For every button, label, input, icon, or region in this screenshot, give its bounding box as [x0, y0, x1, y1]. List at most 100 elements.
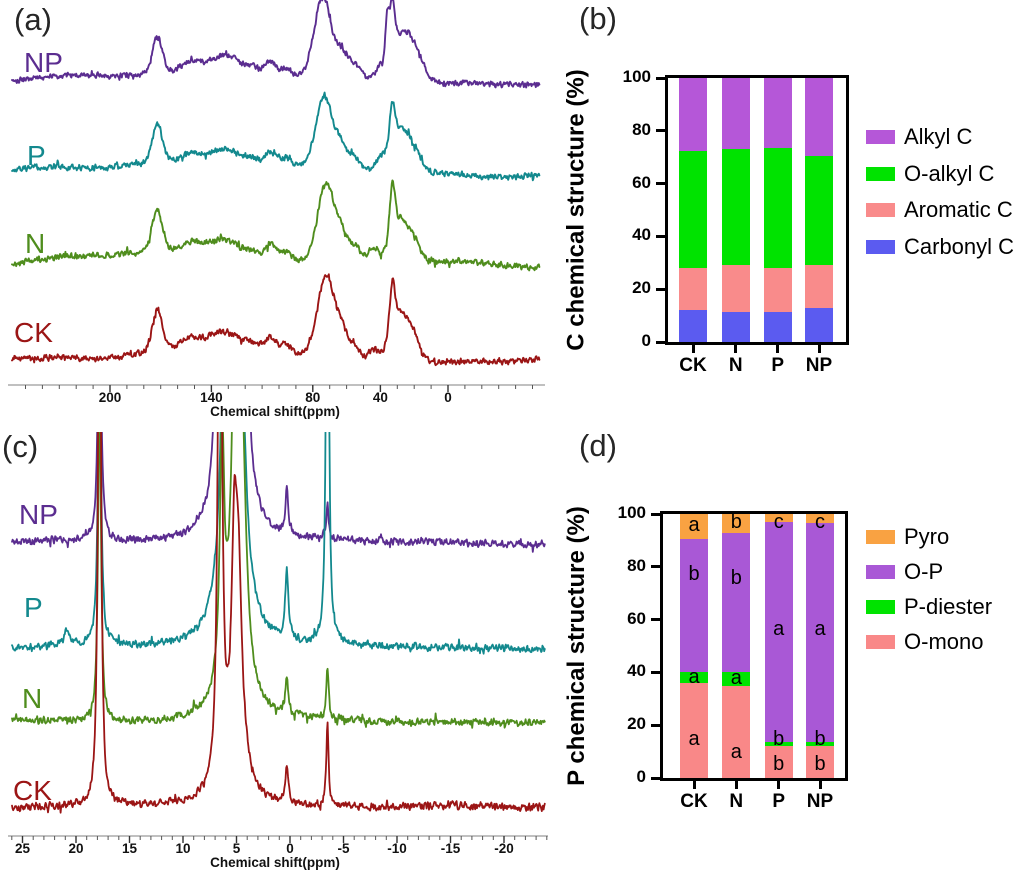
panel-a-x-axis-title: Chemical shift(ppm) [210, 404, 340, 419]
legend-label-Aromatic C: Aromatic C [904, 197, 1013, 222]
legend-swatch-Aromatic C [866, 203, 895, 217]
sig-letter-P: b [773, 752, 785, 775]
category-label: N [729, 791, 744, 812]
sig-letter-P: a [773, 618, 785, 641]
y-tick [651, 670, 660, 674]
bar-segment-P-O-mono [764, 746, 793, 778]
legend-swatch-Alkyl C [866, 130, 895, 144]
sig-letter-CK: a [688, 665, 700, 688]
y-tick [656, 287, 665, 291]
x-tick-label: 0 [444, 390, 452, 405]
bar-segment-NP-O-P [806, 523, 834, 743]
trace-label-NP: NP [24, 47, 63, 78]
trace-label-N: N [25, 228, 45, 259]
panel-d-y-axis-title-text: P chemical structure (%) [563, 506, 590, 786]
bar-segment-CK-O-mono [680, 682, 708, 778]
y-tick-label: 80 [627, 555, 646, 575]
y-tick-label: 40 [632, 225, 651, 245]
x-tick [734, 345, 738, 353]
x-tick [734, 781, 738, 789]
sig-letter-NP: c [815, 511, 825, 534]
category-label: P [772, 791, 786, 812]
x-tick [817, 345, 821, 353]
y-tick [651, 723, 660, 727]
bar-segment-NP-Carbonyl C [805, 307, 833, 342]
bar-segment-N-Aromatic C [721, 265, 750, 312]
bar-segment-CK-P-diester [680, 671, 708, 683]
bar-segment-P-Pyro [764, 514, 793, 523]
legend-swatch-Pyro [866, 530, 895, 544]
legend-label-Alkyl C: Alkyl C [904, 124, 973, 149]
x-tick-label: -20 [494, 841, 514, 856]
y-tick-label: 100 [622, 67, 651, 86]
sig-letter-NP: b [814, 727, 826, 750]
category-label: CK [679, 355, 707, 376]
sig-letter-P: b [773, 727, 785, 750]
spectrum-trace-CK [11, 273, 541, 367]
trace-label-P: P [24, 592, 43, 623]
y-tick [656, 234, 665, 238]
spectrum-trace-CK [11, 432, 546, 814]
panel-letter-c: (c) [2, 429, 39, 464]
x-tick-label: 25 [15, 841, 31, 856]
y-tick-label: 100 [617, 503, 646, 522]
bar-segment-CK-O-alkyl C [679, 150, 707, 269]
y-tick [651, 618, 660, 622]
panel-d-y-axis-title: P chemical structure (%) [558, 506, 596, 786]
y-tick [651, 776, 660, 780]
x-tick-label: -10 [387, 841, 407, 856]
x-tick [777, 781, 781, 789]
bar-segment-NP-Alkyl C [805, 78, 833, 156]
legend-label-Carbonyl C: Carbonyl C [904, 233, 1015, 259]
bar-segment-NP-O-mono [806, 746, 834, 778]
sig-letter-NP: a [814, 618, 826, 641]
panel-letter-d: (d) [579, 428, 617, 463]
spectrum-trace-N [11, 179, 541, 272]
y-tick-label: 60 [627, 608, 646, 628]
chart-frame-b [665, 75, 849, 345]
sig-letter-NP: b [814, 752, 826, 775]
category-label: P [771, 355, 785, 376]
x-tick-label: 0 [286, 841, 294, 856]
x-tick-label: 5 [233, 841, 241, 856]
x-tick [818, 781, 822, 789]
y-tick-label: 80 [632, 119, 651, 139]
panel-a-nmr-spectra: 200 140 80 40 0 NP P N CK [8, 0, 545, 405]
sig-letter-N: b [730, 566, 742, 589]
bar-segment-NP-O-alkyl C [805, 155, 833, 265]
x-tick [692, 781, 696, 789]
bar-segment-CK-Carbonyl C [679, 310, 707, 342]
sig-letter-CK: a [688, 513, 700, 536]
bar-segment-P-Aromatic C [763, 268, 792, 312]
bar-segment-P-Carbonyl C [763, 311, 792, 342]
legend-label-O-mono: O-mono [904, 629, 984, 654]
bar-segment-P-O-alkyl C [763, 147, 792, 269]
bar-segment-N-Carbonyl C [721, 311, 750, 342]
y-tick-label: 0 [641, 331, 651, 350]
panel-b-y-axis-title: C chemical structure (%) [558, 69, 596, 350]
bar-segment-N-O-P [722, 533, 751, 672]
x-tick-label: 140 [200, 390, 223, 405]
sig-letter-N: a [730, 740, 742, 763]
bar-segment-N-Pyro [722, 514, 751, 534]
trace-label-N: N [22, 683, 42, 714]
legend-swatch-O-alkyl C [866, 166, 895, 181]
legend-label-Pyro: Pyro [904, 524, 950, 549]
category-label: NP [805, 355, 833, 376]
trace-label-NP: NP [19, 499, 58, 530]
x-tick [691, 345, 695, 353]
bar-segment-N-O-mono [722, 685, 751, 778]
x-tick-label: 80 [305, 390, 320, 405]
panel-letter-a: (a) [14, 2, 52, 37]
sig-letter-N: b [730, 511, 742, 534]
spectrum-trace-NP [11, 0, 541, 89]
bar-segment-NP-Pyro [806, 514, 834, 524]
y-tick-label: 20 [632, 278, 651, 298]
bar-segment-NP-P-diester [806, 742, 834, 747]
bar-segment-N-P-diester [722, 671, 751, 686]
bar-segment-N-Alkyl C [721, 78, 750, 150]
panel-letter-b: (b) [579, 1, 617, 36]
category-label: NP [806, 791, 834, 812]
trace-label-CK: CK [13, 775, 52, 806]
